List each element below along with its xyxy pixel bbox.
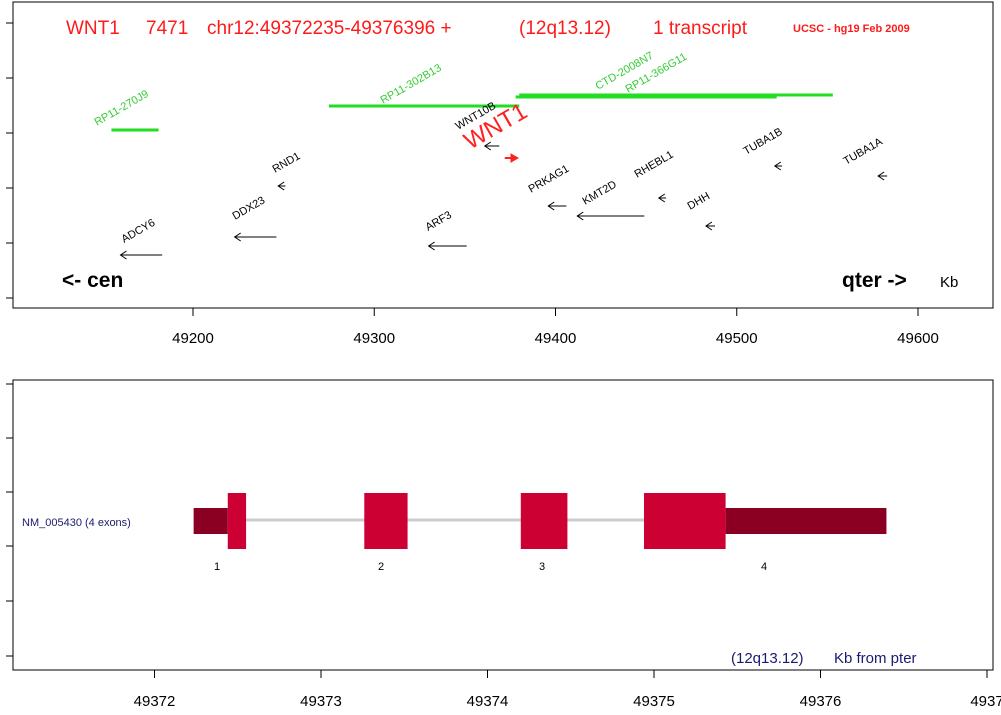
- gene-label: TUBA1A: [842, 135, 886, 167]
- x-tick-label: 49400: [535, 330, 577, 347]
- header-cytoband: (12q13.12): [519, 18, 611, 39]
- exon-number: 2: [378, 561, 384, 573]
- strand-arrow: [657, 193, 666, 203]
- exon-block: [644, 493, 726, 549]
- exon-block: [520, 493, 568, 549]
- gene-label: ARF3: [424, 209, 454, 233]
- strand-arrow: [877, 171, 885, 181]
- header-gene-symbol: WNT1: [66, 18, 120, 39]
- x-tick-label: 49372: [134, 693, 176, 710]
- qter-direction-label: qter ->: [842, 269, 907, 292]
- strand-arrow: [483, 141, 492, 151]
- exon-number: 1: [214, 561, 220, 573]
- header-line: WNT1 7471 chr12:49372235-49376396 + (12q…: [66, 18, 748, 39]
- header-genomic-location: chr12:49372235-49376396 +: [207, 18, 452, 39]
- clone-label: RP11-366G11: [624, 51, 689, 96]
- strand-arrow: [773, 161, 782, 171]
- x-tick-label: 49200: [172, 330, 214, 347]
- strand-arrow: [576, 211, 584, 221]
- top-panel-x-axis: 49200 49300 49400 49500 49600: [172, 308, 939, 347]
- x-tick-label: 49500: [716, 330, 758, 347]
- x-tick-label: 49373: [300, 693, 342, 710]
- exon-number: 4: [761, 561, 767, 573]
- header-transcript-count: 1 transcript: [653, 18, 748, 39]
- header-source-label: UCSC - hg19 Feb 2009: [793, 23, 910, 35]
- gene-label: RHEBL1: [633, 149, 676, 181]
- transcript-label: NM_005430 (4 exons): [22, 517, 131, 529]
- centromere-direction-label: <- cen: [62, 269, 123, 292]
- transcript-model: 1 2 3 4: [193, 493, 887, 573]
- x-tick-label: 49374: [467, 693, 509, 710]
- exon-block: [364, 493, 408, 549]
- clone-label: RP11-270J9: [93, 88, 151, 129]
- gene-label: DDX23: [231, 194, 268, 222]
- footer-cytoband: (12q13.12): [731, 650, 804, 667]
- x-tick-label: 49300: [353, 330, 395, 347]
- gene-label: KMT2D: [581, 179, 619, 208]
- exon-block: [227, 493, 247, 549]
- strand-arrow: [427, 241, 435, 251]
- header-gene-id: 7471: [146, 18, 188, 39]
- kb-unit-label: Kb: [940, 274, 958, 291]
- strand-arrow: [119, 250, 127, 260]
- strand-arrow: [547, 201, 555, 211]
- clone-label: RP11-302B13: [379, 62, 444, 107]
- top-panel-frame: [12, 1, 994, 309]
- gene-label: DHH: [686, 190, 713, 212]
- utr-block: [725, 508, 887, 534]
- x-tick-label: 49375: [633, 693, 675, 710]
- x-tick-label: 49600: [897, 330, 939, 347]
- exon-number: 3: [539, 561, 545, 573]
- bottom-panel-y-ticks: [6, 383, 13, 657]
- strand-arrow: [233, 232, 241, 242]
- top-panel-y-ticks: [6, 22, 13, 299]
- gene-label: TUBA1B: [742, 126, 785, 158]
- utr-block: [193, 508, 228, 534]
- x-tick-label: 49376: [800, 693, 842, 710]
- gene-label: PRKAG1: [527, 163, 572, 196]
- strand-arrow: [277, 181, 285, 191]
- strand-arrow: [510, 153, 520, 163]
- bottom-panel-x-axis: 49372 49373 49374 49375 49376 4937: [134, 670, 1001, 710]
- strand-arrow: [705, 221, 713, 231]
- gene-label: ADCY6: [120, 217, 158, 246]
- bottom-panel-frame: [12, 379, 994, 671]
- gene-label: RND1: [271, 150, 303, 175]
- footer-unit-label: Kb from pter: [834, 650, 917, 667]
- x-tick-label: 4937: [970, 693, 1001, 710]
